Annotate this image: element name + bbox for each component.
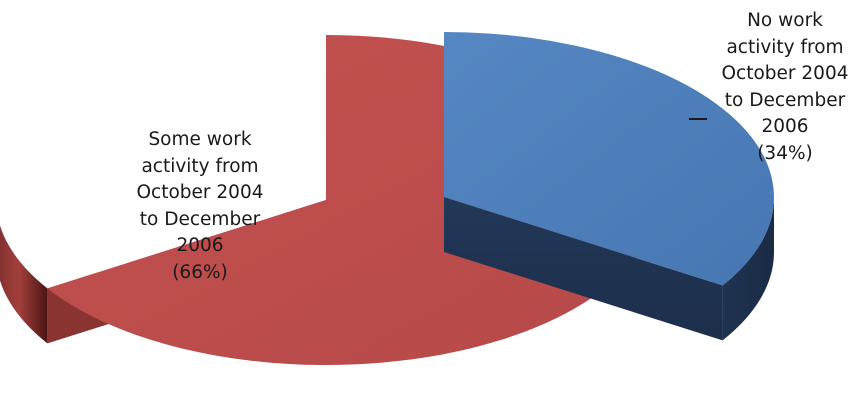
data-label-line: activity from <box>141 155 259 177</box>
data-label-no-work: No work activity from October 2004 to De… <box>690 8 859 167</box>
data-label-line: October 2004 <box>136 182 264 203</box>
slice-no-work-side <box>722 197 774 341</box>
data-label-some-work: Some work activity from October 2004 to … <box>105 127 295 286</box>
data-label-line: No work <box>747 10 823 31</box>
data-label-line: activity from <box>726 36 844 58</box>
data-label-line: to December <box>724 89 846 111</box>
leader-line <box>689 118 707 120</box>
data-label-line: Some work <box>148 129 252 150</box>
data-label-line: 2006 <box>761 116 809 137</box>
data-label-line: 2006 <box>176 235 224 256</box>
slice-no-work <box>444 32 774 341</box>
data-label-percent: (34%) <box>757 142 813 164</box>
slice-some-work-side <box>0 225 48 344</box>
slice-no-work-top <box>444 32 774 286</box>
slice-no-work-cut-face <box>444 32 723 341</box>
data-label-line: October 2004 <box>721 63 849 84</box>
data-label-percent: (66%) <box>172 261 228 283</box>
data-label-line: to December <box>139 208 261 230</box>
